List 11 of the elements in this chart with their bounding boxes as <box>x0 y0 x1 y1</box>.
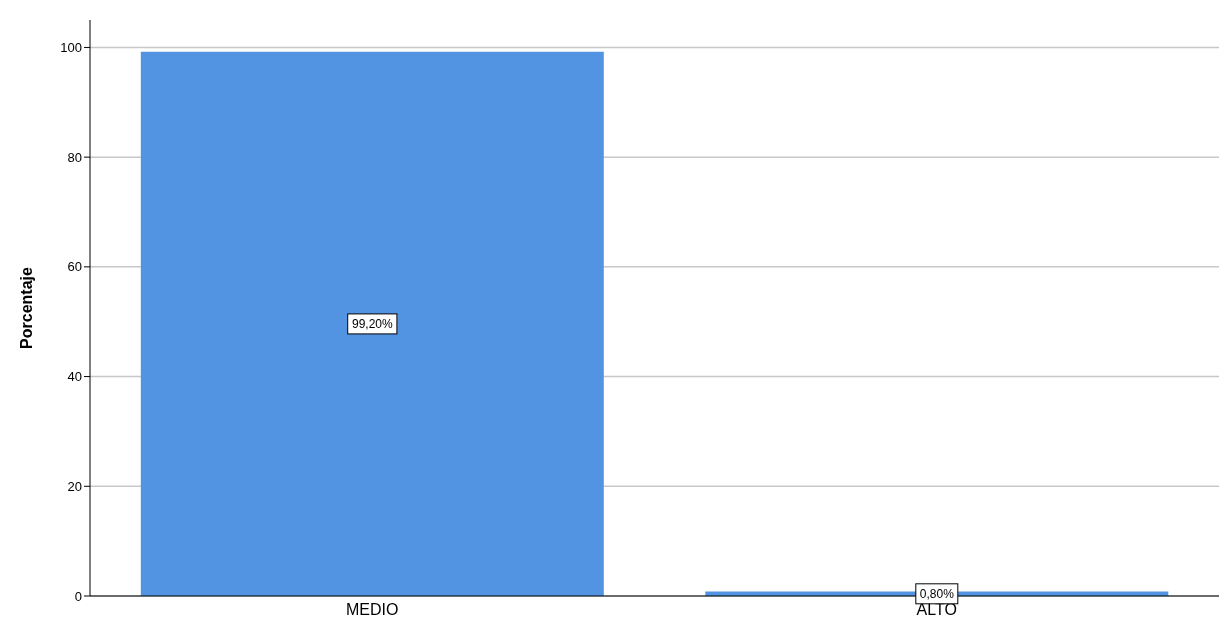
x-tick-label: MEDIO <box>346 601 399 619</box>
y-tick-label: 60 <box>67 259 82 275</box>
x-tick-label: ALTO <box>916 601 957 619</box>
y-tick-label: 0 <box>74 588 82 604</box>
y-tick-label: 20 <box>67 478 82 494</box>
y-tick-label: 100 <box>60 40 82 56</box>
y-axis-title: Porcentaje <box>17 266 35 349</box>
data-label: 99,20% <box>351 316 393 331</box>
data-label: 0,80% <box>919 586 955 601</box>
y-tick-label: 80 <box>67 149 82 165</box>
y-tick-label: 40 <box>67 369 82 385</box>
